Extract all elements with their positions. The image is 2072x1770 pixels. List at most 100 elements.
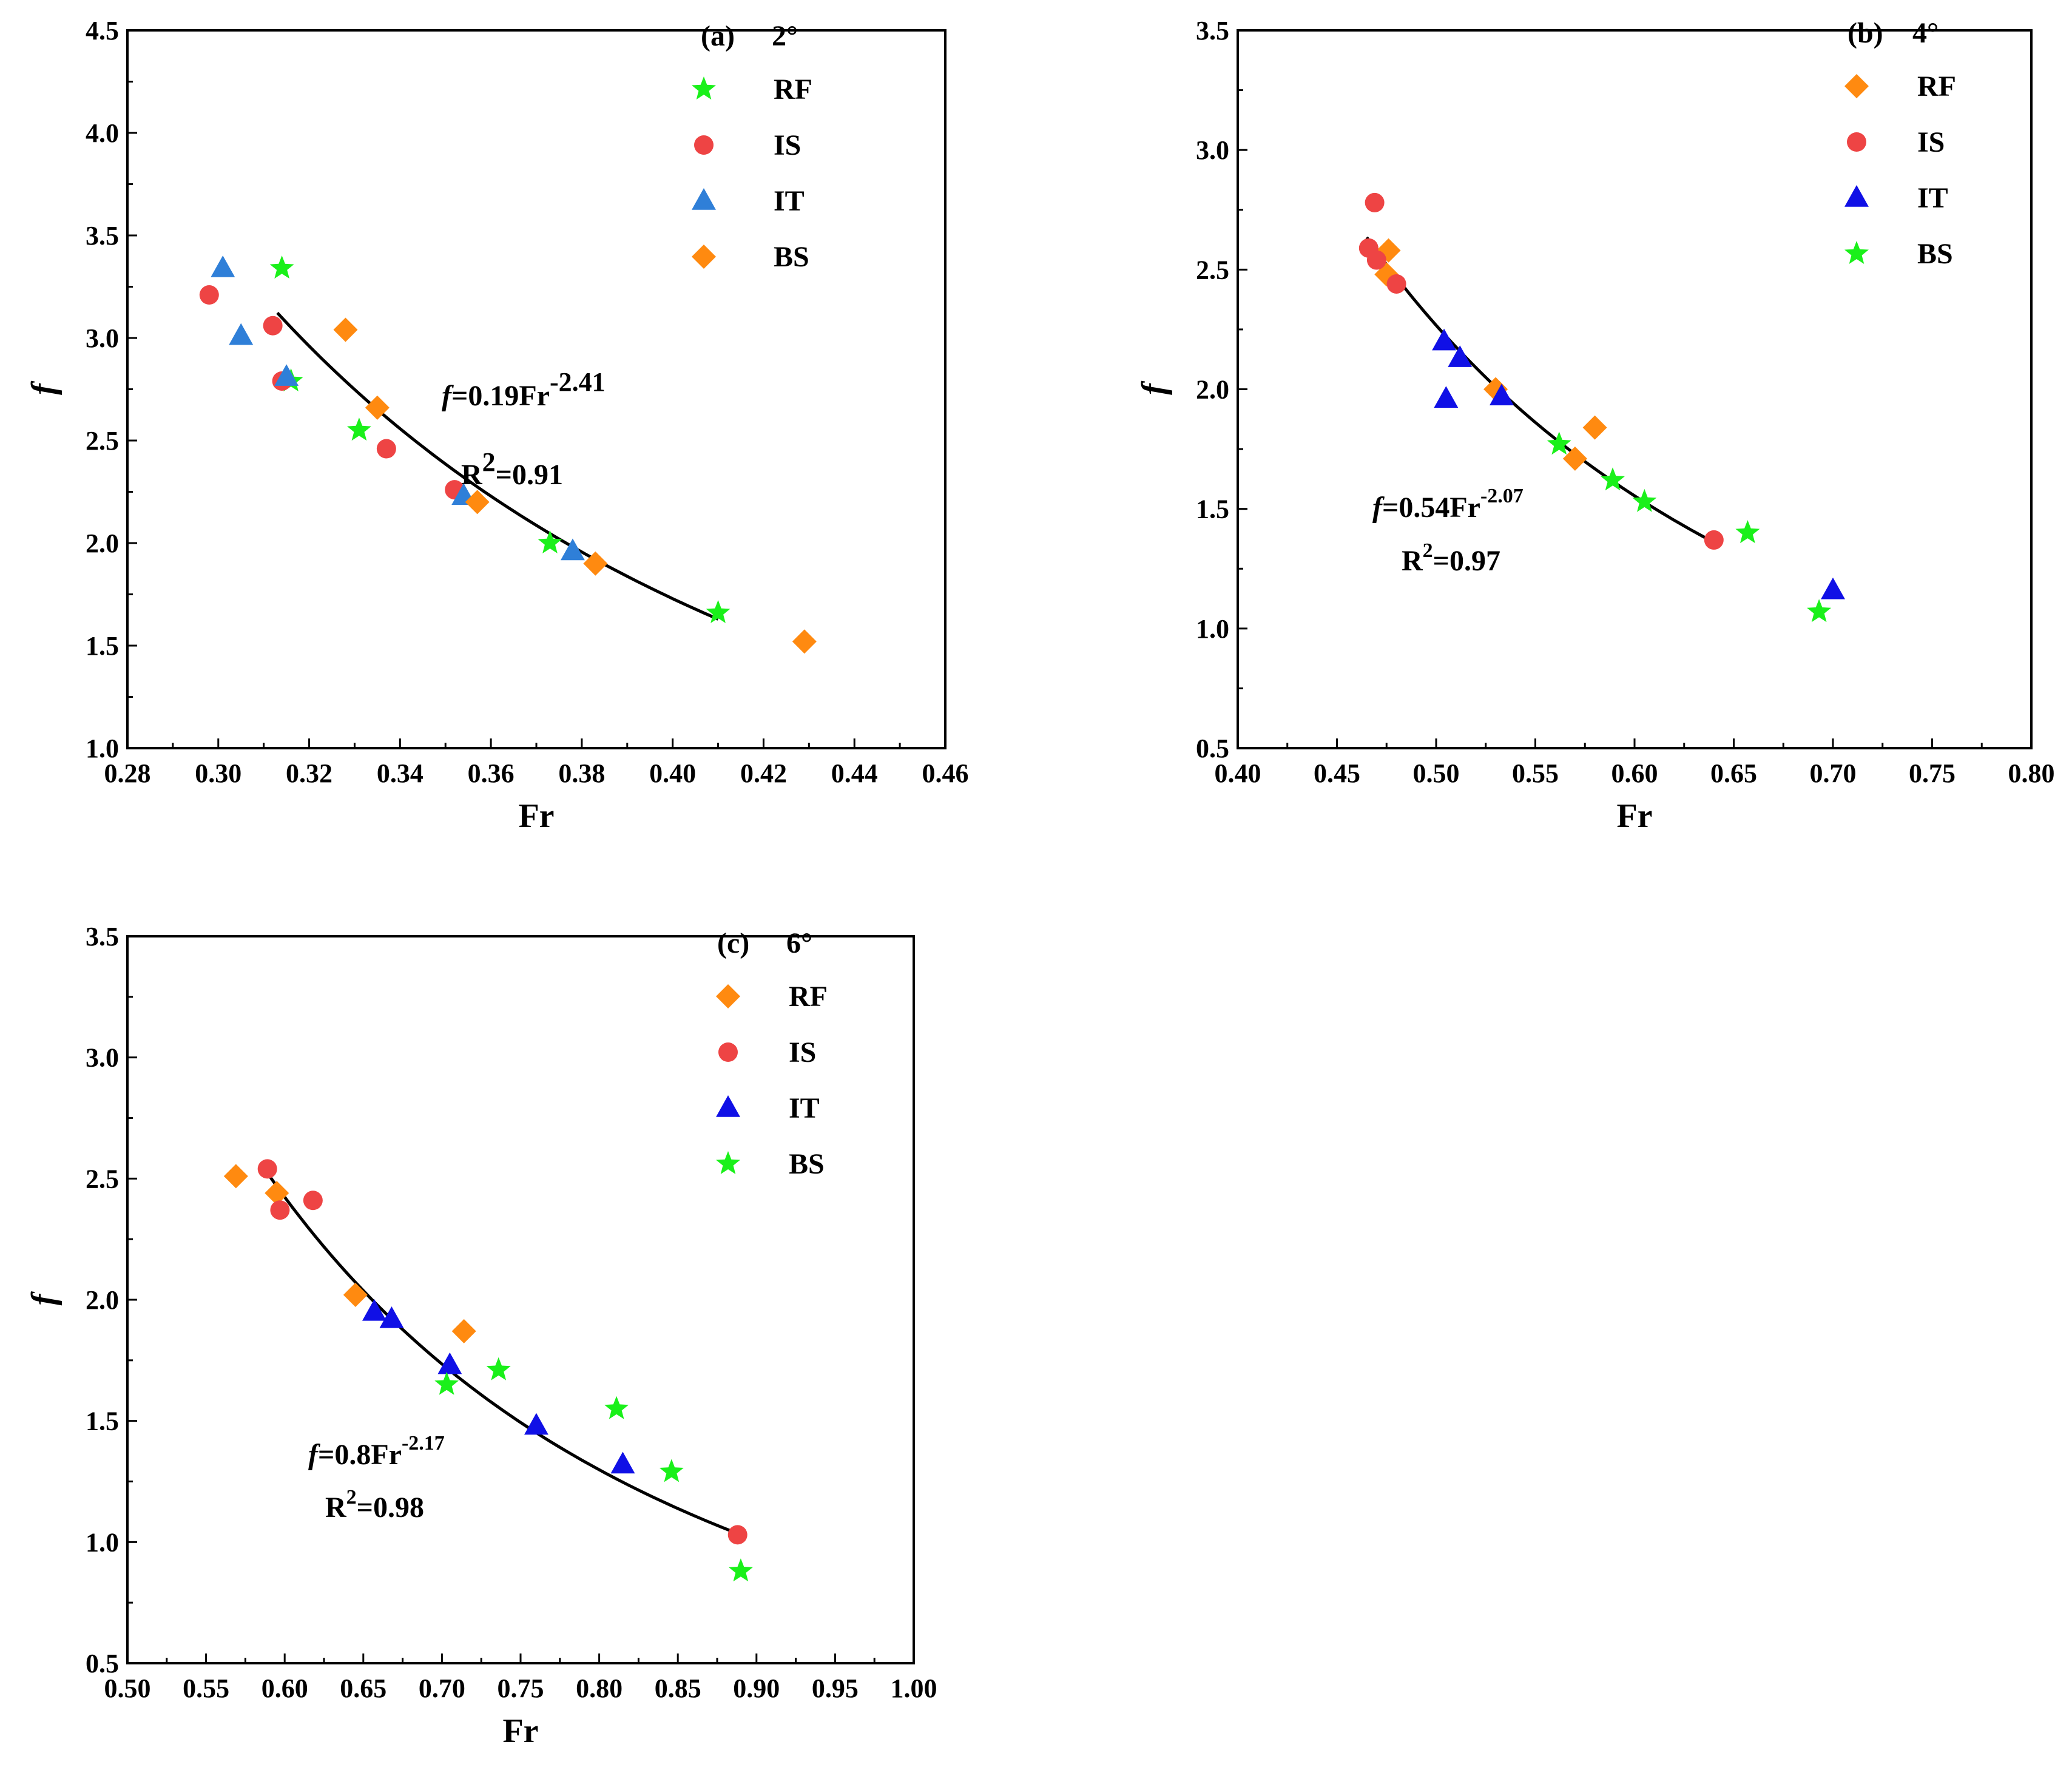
r-squared: R2=0.97 [1402,539,1500,577]
point-IT [274,364,299,386]
y-tick-label: 2.5 [1196,255,1229,285]
point-RF [538,530,562,553]
legend-label-BS: BS [774,241,809,273]
x-tick-label: 0.46 [922,758,969,788]
point-IT [1489,383,1514,406]
x-axis-label: Fr [1616,797,1652,835]
fit-equation: f=0.54Fr-2.07 [1372,485,1524,524]
point-IT [524,1413,548,1435]
point-IT [1432,328,1457,351]
plot-frame [1237,29,2033,749]
series-IT [362,1299,635,1474]
point-BS [1632,488,1657,512]
point-IS [199,285,219,305]
x-tick-label: 0.44 [831,758,878,788]
fit-curve [268,1174,738,1535]
legend-label-IS: IS [1917,126,1945,158]
panel-label: (b) [1848,17,1883,49]
panel-label: (a) [701,20,735,52]
point-IT [362,1299,386,1321]
legend-marker-IT [716,1095,740,1117]
fit-equation-exponent: -2.07 [1480,485,1524,507]
point-IT [1448,345,1473,367]
x-tick-label: 0.30 [195,758,241,788]
point-RF [265,1181,289,1206]
y-tick-label: 2.0 [86,1285,119,1315]
x-tick-label: 0.85 [655,1674,701,1703]
point-IS [263,316,283,336]
x-tick-label: 0.65 [340,1674,386,1703]
x-tick-label: 0.55 [1512,758,1559,788]
x-axis-label: Fr [518,797,554,835]
y-tick-label: 4.0 [86,118,119,148]
series-IT [1432,328,1845,600]
fit-equation-exponent: -2.17 [402,1432,445,1454]
r-squared-value: =0.97 [1433,545,1500,577]
legend-label-RF: RF [774,73,812,106]
point-IT [560,538,585,561]
point-IT [610,1451,635,1474]
legend-label-IS: IS [774,129,801,161]
point-IS [270,1200,290,1220]
point-IT [1434,386,1459,408]
point-RF [451,1319,476,1343]
x-tick-label: 0.65 [1710,758,1757,788]
r-squared-value: =0.98 [357,1491,424,1524]
series-IS [1358,192,1724,550]
x-tick-label: 0.75 [498,1674,544,1703]
legend-marker-IS [1847,132,1866,152]
legend-marker-IS [694,135,714,155]
r-squared-exponent: 2 [346,1486,357,1508]
point-BS [1547,431,1571,455]
panel-angle: 2° [772,20,798,52]
r-squared-symbol: R [1402,545,1423,577]
y-tick-label: 3.5 [86,221,119,251]
y-axis-label: f [25,380,62,395]
fit-equation-exponent: -2.41 [550,367,606,397]
point-BS [728,1558,753,1582]
point-IT [229,323,254,345]
series-RF [269,255,731,623]
r-squared: R2=0.98 [325,1486,424,1524]
point-BS [333,317,358,342]
x-tick-label: 0.60 [1611,758,1658,788]
legend-label-IT: IT [1917,182,1948,214]
point-BS [1735,520,1760,544]
fit-equation: f=0.8Fr-2.17 [308,1432,445,1471]
x-tick-label: 0.90 [733,1674,780,1703]
point-IT [437,1352,462,1374]
fit-equation-body: =0.54Fr [1382,491,1480,524]
point-RF [706,600,731,623]
point-IT [211,255,235,277]
point-BS [792,629,817,654]
x-tick-label: 0.80 [576,1674,623,1703]
series-IS [199,285,465,500]
r-squared-exponent: 2 [1423,539,1433,562]
y-tick-label: 3.0 [1196,135,1229,165]
legend-label-IS: IS [789,1036,816,1069]
legend-label-BS: BS [1917,238,1953,270]
y-tick-label: 1.0 [86,1527,119,1557]
fit-equation-var: f [308,1439,320,1471]
x-tick-label: 0.32 [286,758,332,788]
point-IS [1704,530,1724,550]
r-squared-exponent: 2 [482,447,496,477]
point-IS [727,1525,747,1545]
fit-equation: f=0.19Fr-2.41 [442,367,606,412]
point-BS [659,1459,684,1482]
point-IS [376,439,396,459]
panel-a: 0.28 0.30 0.32 0.34 0.36 0.38 0.40 0.42 0.44 0.46… [25,16,969,835]
panel-c: 0.50 0.55 0.60 0.65 0.70 0.75 0.80 0.85 0.90 0.95… [25,922,937,1750]
panel-angle: 6° [786,927,812,959]
y-tick-label: 2.5 [86,1164,119,1194]
point-RF [1582,415,1607,440]
panel-b: 0.40 0.45 0.50 0.55 0.60 0.65 0.70 0.75 0.80 0.5 1… [1135,16,2055,835]
point-RF [343,1283,368,1308]
y-tick-label: 3.5 [1196,16,1229,46]
legend-label-IT: IT [789,1092,820,1124]
legend-marker-IT [1844,185,1869,207]
y-tick-label: 1.5 [86,631,119,661]
point-BS [465,490,490,515]
x-tick-label: 0.42 [740,758,787,788]
